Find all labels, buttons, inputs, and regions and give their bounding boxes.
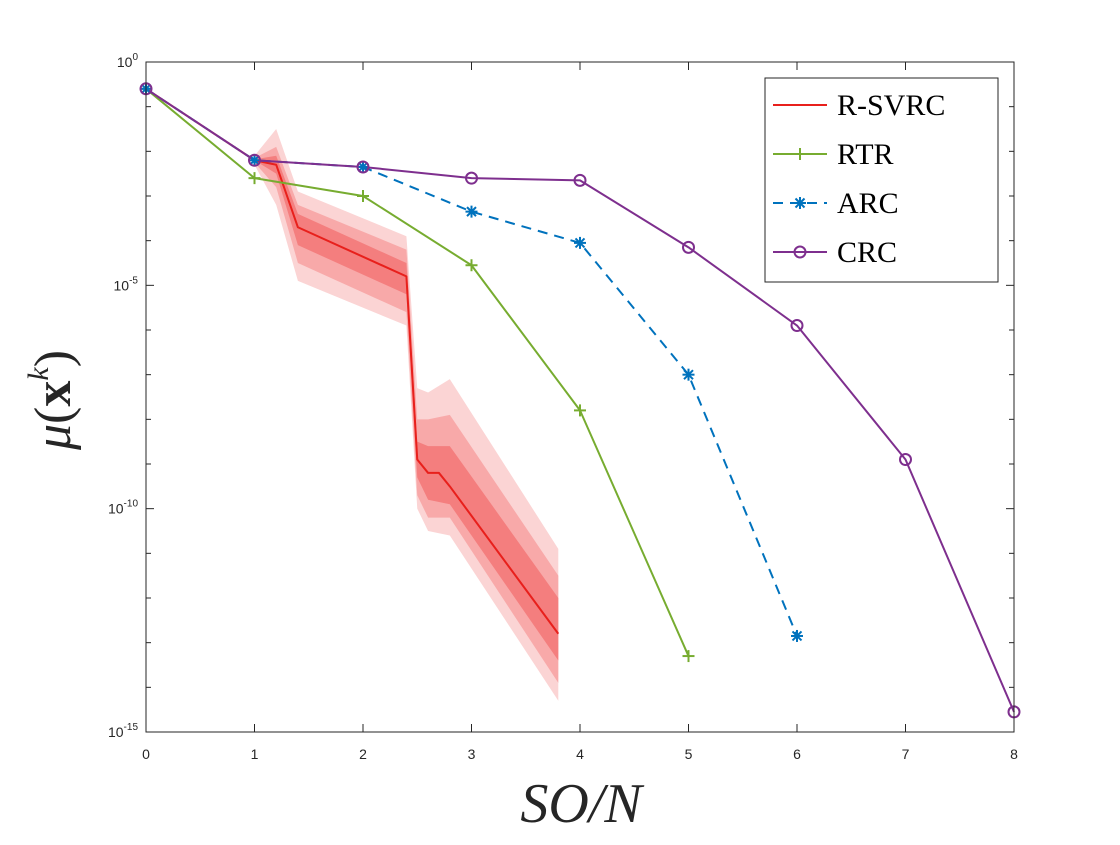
marker-ring	[356, 160, 370, 174]
data-point-arc-3	[465, 205, 478, 218]
legend-label-r-svrc: R-SVRC	[837, 89, 945, 122]
legend-item-rtr: RTR	[773, 138, 894, 171]
y-axis-title: μ(xk)	[22, 350, 82, 451]
data-point-rtr-5	[682, 650, 695, 663]
y-axis-title-close: )	[25, 350, 82, 367]
series-line-r-svrc	[145, 87, 560, 635]
marker-stroke	[791, 630, 803, 642]
data-point-rtr-1	[248, 172, 261, 185]
y-tick-label-exponent: -5	[129, 275, 138, 286]
series-lines	[145, 87, 1015, 713]
legend-label-rtr: RTR	[837, 138, 894, 171]
marker-stroke	[249, 155, 260, 166]
y-tick-label-exponent: 0	[132, 52, 138, 63]
marker-stroke	[357, 161, 369, 173]
y-axis-title-open: (	[25, 407, 82, 424]
y-tick-label: 10-15	[108, 722, 138, 740]
y-tick-label-base: 10	[117, 54, 133, 70]
data-point-crc-2	[356, 160, 370, 174]
x-tick-label: 4	[576, 746, 584, 762]
y-axis-title-mu: μ	[25, 424, 82, 451]
confidence-bands	[254, 129, 559, 701]
y-tick-label: 10-10	[108, 499, 138, 517]
y-tick-label: 100	[117, 52, 139, 70]
data-point-arc-2	[357, 160, 369, 173]
data-point-rtr-4	[574, 404, 586, 417]
x-tick-label: 1	[251, 746, 259, 762]
marker-ring	[899, 453, 912, 467]
legend-label-arc: ARC	[837, 187, 899, 220]
legend-item-r-svrc: R-SVRC	[773, 89, 945, 122]
legend-marker-arc	[794, 197, 806, 209]
y-axis-title-x: x	[25, 381, 82, 407]
y-tick-label-exponent: -10	[124, 499, 139, 510]
data-point-arc-4	[574, 236, 586, 249]
marker-ring	[248, 153, 261, 167]
data-point-crc-5	[682, 240, 695, 254]
y-tick-label-base: 10	[114, 277, 130, 293]
y-axis-title-k: k	[22, 367, 55, 381]
marker-ring	[465, 171, 478, 185]
data-point-rtr-3	[465, 259, 478, 272]
x-tick-label: 0	[142, 746, 150, 762]
x-axis-title: SO/N	[520, 773, 644, 835]
legend-marker-crc	[793, 245, 807, 259]
legend-item-crc: CRC	[773, 236, 897, 269]
x-tick-label: 5	[685, 746, 693, 762]
marker-ring	[682, 240, 695, 254]
marker-ring	[793, 245, 807, 259]
x-tick-label: 3	[468, 746, 476, 762]
x-tick-label: 7	[902, 746, 910, 762]
data-point-arc-5	[682, 368, 695, 381]
legend-label-crc: CRC	[837, 236, 897, 269]
data-point-crc-7	[899, 453, 912, 467]
marker-ring	[573, 173, 587, 187]
marker-stroke	[574, 237, 586, 249]
axes	[145, 61, 1015, 733]
y-tick-label-base: 10	[108, 501, 124, 517]
data-point-crc-6	[790, 319, 804, 333]
legend-marker-rtr	[794, 148, 806, 160]
data-point-arc-6	[791, 629, 803, 642]
band-inner-r-svrc	[254, 155, 559, 661]
data-point-crc-1	[248, 153, 261, 167]
marker-ring	[790, 319, 804, 333]
data-point-crc-3	[465, 171, 478, 185]
marker-stroke	[466, 206, 477, 217]
series-line-crc	[145, 87, 1015, 713]
legend-item-arc: ARC	[773, 187, 899, 220]
x-tick-label: 6	[793, 746, 801, 762]
data-point-arc-1	[248, 154, 261, 167]
y-tick-label: 10-5	[114, 275, 139, 293]
data-point-rtr-2	[357, 190, 369, 202]
marker-stroke	[794, 197, 806, 209]
series-line-rtr	[145, 88, 690, 657]
legend: R-SVRC RTR ARC CRC	[764, 77, 999, 283]
y-tick-label-exponent: -15	[124, 722, 139, 733]
x-tick-label: 8	[1010, 746, 1018, 762]
x-tick-label: 2	[359, 746, 367, 762]
y-tick-label-base: 10	[108, 724, 124, 740]
data-point-crc-4	[573, 173, 587, 187]
marker-stroke	[683, 369, 694, 380]
